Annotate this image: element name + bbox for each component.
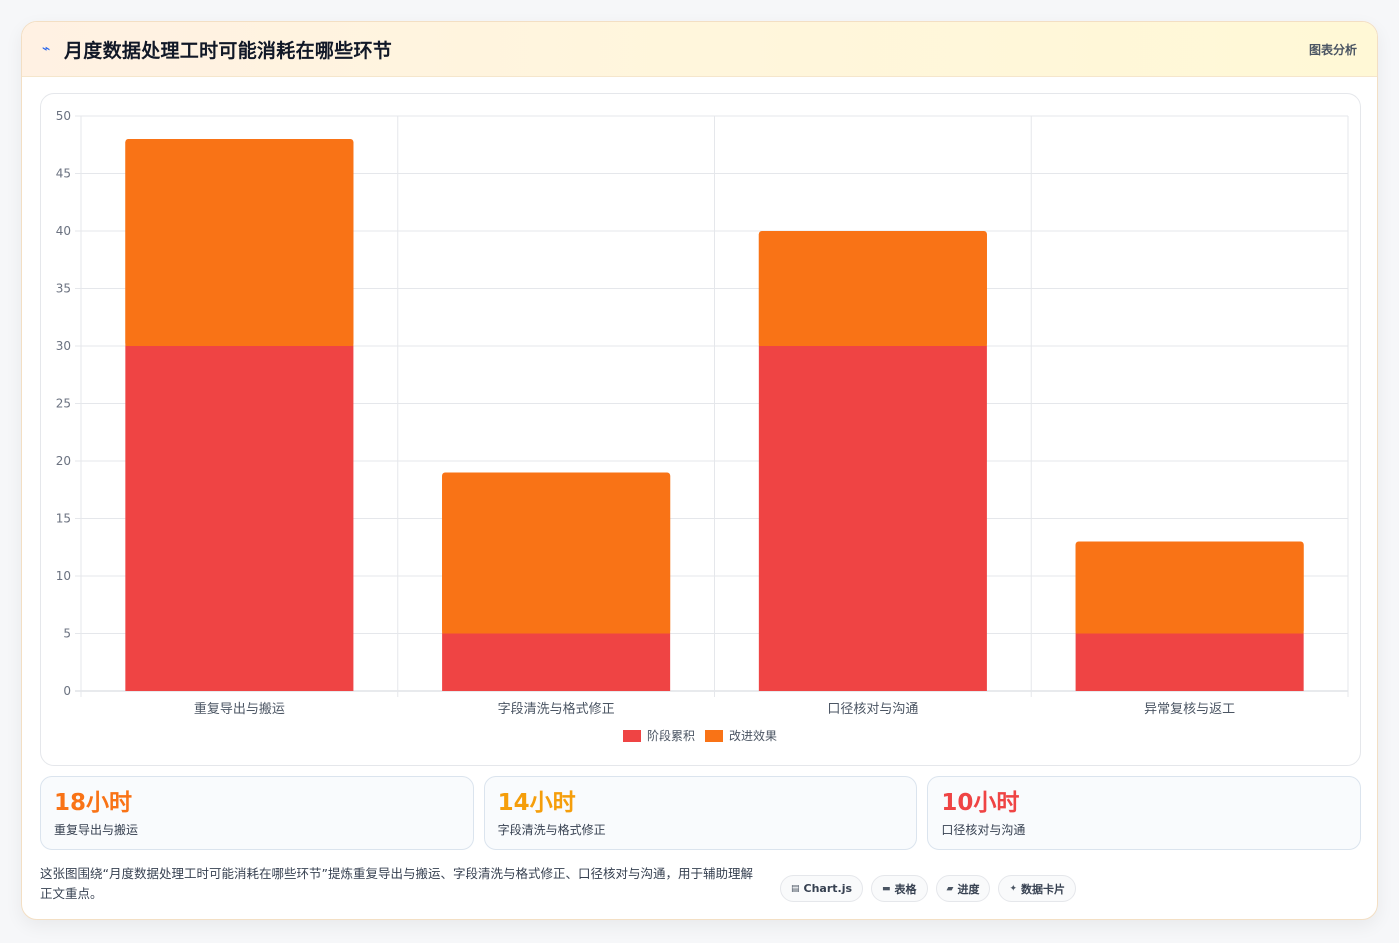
card-header: ⌁ 月度数据处理工时可能消耗在哪些环节 图表分析 xyxy=(22,22,1377,77)
stat-value: 18小时 xyxy=(54,790,133,816)
y-tick-label: 10 xyxy=(56,569,71,583)
legend-swatch xyxy=(623,730,641,742)
chip-chartjs[interactable]: ▤ Chart.js xyxy=(779,875,864,902)
sparkle-icon: ✦ xyxy=(1009,883,1017,894)
y-tick-label: 15 xyxy=(56,512,71,526)
chart-note: 这张图围绕“月度数据处理工时可能消耗在哪些环节”提炼重复导出与搬运、字段清洗与格… xyxy=(40,866,753,901)
stat-card: 10小时 口径核对与沟通 xyxy=(927,776,1362,850)
y-tick-label: 50 xyxy=(56,109,71,123)
bar-segment xyxy=(1075,633,1304,691)
y-tick-label: 40 xyxy=(56,224,71,238)
y-tick-label: 0 xyxy=(63,684,71,698)
legend-label: 阶段累积 xyxy=(647,728,695,743)
x-tick-label: 异常复核与返工 xyxy=(1144,702,1235,717)
x-tick-label: 重复导出与搬运 xyxy=(194,701,285,717)
bar-segment-fill xyxy=(758,234,987,346)
chip-label: 表格 xyxy=(894,882,917,896)
stat-card: 18小时 重复导出与搬运 xyxy=(40,776,474,850)
chart-icon: ▤ xyxy=(790,883,800,894)
chip-label: 进度 xyxy=(957,882,980,896)
card-footer: 这张图围绕“月度数据处理工时可能消耗在哪些环节”提炼重复导出与搬运、字段清洗与格… xyxy=(40,864,1361,908)
stat-label: 字段清洗与格式修正 xyxy=(497,823,606,837)
progress-icon: ▰ xyxy=(946,883,954,894)
bar-segment-fill xyxy=(125,142,354,346)
y-tick-label: 30 xyxy=(56,339,71,353)
legend-label: 改进效果 xyxy=(729,728,777,743)
y-tick-label: 35 xyxy=(56,282,71,296)
tech-chips: ▤ Chart.js ▬ 表格 ▰ 进度 ✦ 数据卡片 xyxy=(779,875,1076,902)
x-tick-label: 字段清洗与格式修正 xyxy=(498,701,615,717)
bar-segment xyxy=(125,346,354,691)
bar-segment xyxy=(758,346,987,691)
stat-label: 口径核对与沟通 xyxy=(941,823,1026,837)
y-tick-label: 25 xyxy=(56,397,71,411)
stat-value: 10小时 xyxy=(941,790,1020,816)
chart-card: ⌁ 月度数据处理工时可能消耗在哪些环节 图表分析 0 5 10 15 20 25 30 35 4… xyxy=(21,21,1378,920)
pulse-icon: ⌁ xyxy=(42,41,51,57)
y-tick-label: 20 xyxy=(56,454,71,468)
chip-label: Chart.js xyxy=(803,882,853,895)
title-wrap: ⌁ 月度数据处理工时可能消耗在哪些环节 xyxy=(42,36,392,63)
stacked-bar-chart: 0 5 10 15 20 25 30 35 40 45 50 重复导出与搬运 字段清洗与格式修正 口径核对… xyxy=(56,109,1349,743)
stat-value: 14小时 xyxy=(497,790,576,816)
page-title: 月度数据处理工时可能消耗在哪些环节 xyxy=(64,39,393,62)
bar-segment-fill xyxy=(442,475,671,634)
stat-cards: 18小时 重复导出与搬运 14小时 字段清洗与格式修正 10小时 口径核对与沟通 xyxy=(40,776,1362,850)
chart-container: 0 5 10 15 20 25 30 35 40 45 50 重复导出与搬运 字段清洗与格式修正 口径核对… xyxy=(40,93,1361,766)
bar-segment xyxy=(442,633,671,691)
chip-label: 数据卡片 xyxy=(1021,882,1065,896)
chart-analysis-badge: 图表分析 xyxy=(1308,42,1357,57)
legend-swatch xyxy=(705,730,723,742)
y-tick-label: 45 xyxy=(56,167,71,181)
stat-card: 14小时 字段清洗与格式修正 xyxy=(483,776,918,850)
chip-data-cards[interactable]: ✦ 数据卡片 xyxy=(998,875,1076,902)
x-tick-label: 口径核对与沟通 xyxy=(827,702,918,717)
y-tick-label: 5 xyxy=(63,627,71,641)
stat-label: 重复导出与搬运 xyxy=(54,823,139,837)
chip-progress[interactable]: ▰ 进度 xyxy=(935,875,991,902)
chip-table[interactable]: ▬ 表格 xyxy=(871,875,928,902)
bar-segment-fill xyxy=(1075,544,1304,634)
table-icon: ▬ xyxy=(882,883,891,894)
